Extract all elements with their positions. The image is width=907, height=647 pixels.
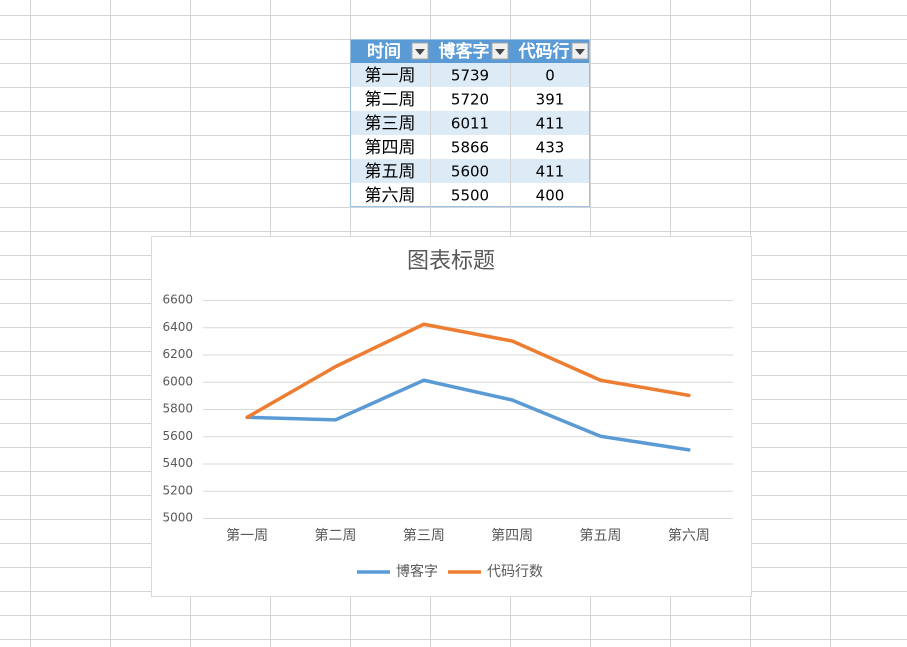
x-tick-label: 第五周 <box>580 527 622 544</box>
table-cell: 第四周 <box>365 138 416 158</box>
table-cell: 411 <box>536 163 565 181</box>
legend-label: 博客字 <box>396 563 438 580</box>
header-cell: 博客字 <box>439 41 490 62</box>
table-cell: 5600 <box>451 163 489 181</box>
series-line <box>245 322 691 420</box>
y-tick-label: 6200 <box>162 347 193 361</box>
table-row <box>350 159 590 183</box>
table-cell: 400 <box>536 187 565 205</box>
table-row <box>350 183 590 207</box>
table-cell: 391 <box>536 91 565 109</box>
x-tick-label: 第六周 <box>668 527 710 544</box>
table-cell: 第二周 <box>365 90 416 110</box>
table-row <box>350 111 590 135</box>
table-cell: 433 <box>536 139 565 157</box>
y-tick-label: 5400 <box>162 456 193 470</box>
table-cell: 0 <box>545 67 555 85</box>
table-border <box>350 39 590 207</box>
table-cell: 第三周 <box>365 114 416 134</box>
y-tick-label: 6000 <box>162 374 193 388</box>
table-cell: 6011 <box>451 115 489 133</box>
series-line <box>245 378 691 452</box>
x-tick-label: 第三周 <box>403 527 445 544</box>
legend-label: 代码行数 <box>487 564 543 580</box>
y-tick-label: 6600 <box>162 293 193 307</box>
table-cell: 5866 <box>451 139 489 157</box>
y-tick-label: 6400 <box>162 320 193 334</box>
x-tick-label: 第一周 <box>226 527 268 544</box>
header-cell: 代码行 <box>518 41 570 62</box>
table-row <box>350 87 590 111</box>
table-cell: 5739 <box>451 67 489 85</box>
table-cell: 5720 <box>451 91 489 109</box>
y-tick-label: 5200 <box>162 483 193 497</box>
x-tick-label: 第二周 <box>315 527 357 544</box>
filter-arrow <box>415 49 425 55</box>
table-cell: 第五周 <box>365 162 416 182</box>
table-row <box>350 63 590 87</box>
table-cell: 411 <box>536 115 565 133</box>
filter-arrow <box>495 49 505 55</box>
header-cell: 时间 <box>367 41 401 62</box>
table-cell: 第一周 <box>365 66 416 86</box>
x-tick-label: 第四周 <box>491 527 533 544</box>
y-tick-label: 5000 <box>162 511 193 525</box>
chart-title: 图表标题 <box>407 249 495 274</box>
plot: 5000 5200 5400 5600 5800 6000 6200 6400 6600 第一周 第… <box>162 293 733 580</box>
filter-arrow <box>575 49 585 55</box>
header-row <box>350 39 590 63</box>
table-cell: 第六周 <box>365 186 416 206</box>
table-cell: 5500 <box>451 187 489 205</box>
y-tick-label: 5800 <box>162 402 193 416</box>
table-row <box>350 135 590 159</box>
y-tick-label: 5600 <box>162 429 193 443</box>
